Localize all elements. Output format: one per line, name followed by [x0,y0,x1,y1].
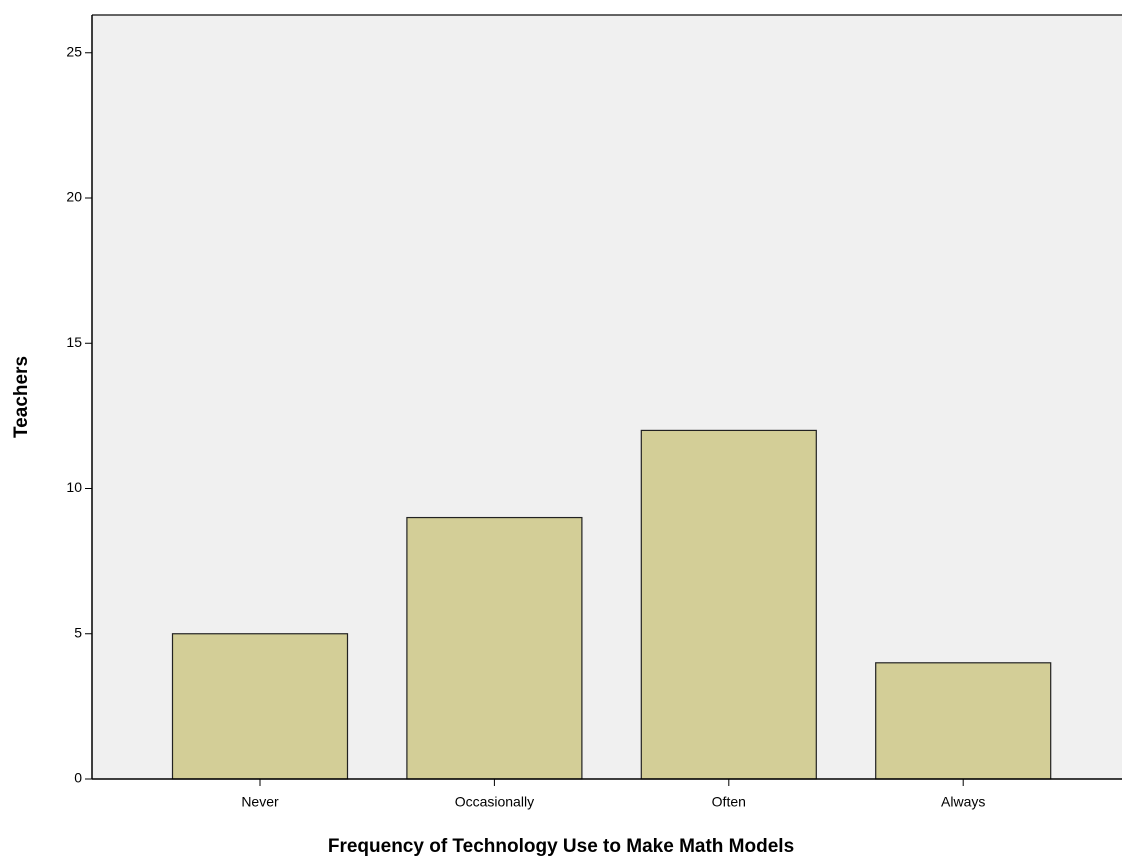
bar [640,429,817,780]
y-tick-label: 20 [66,189,82,205]
y-tick-label: 0 [74,770,82,786]
y-tick-label: 5 [74,624,82,640]
bar [171,633,349,780]
x-tick-label: Occasionally [455,794,534,810]
x-tick-label: Never [241,794,279,810]
y-tick-label: 25 [66,43,82,59]
x-tick-label: Always [941,794,985,810]
y-axis-title: Teachers [11,356,32,438]
y-tick-label: 15 [66,334,82,350]
x-tick-label: Often [712,794,746,810]
bar [406,516,583,780]
bar [875,662,1052,780]
y-tick-label: 10 [66,479,82,495]
x-axis-title: Frequency of Technology Use to Make Math… [328,836,794,857]
